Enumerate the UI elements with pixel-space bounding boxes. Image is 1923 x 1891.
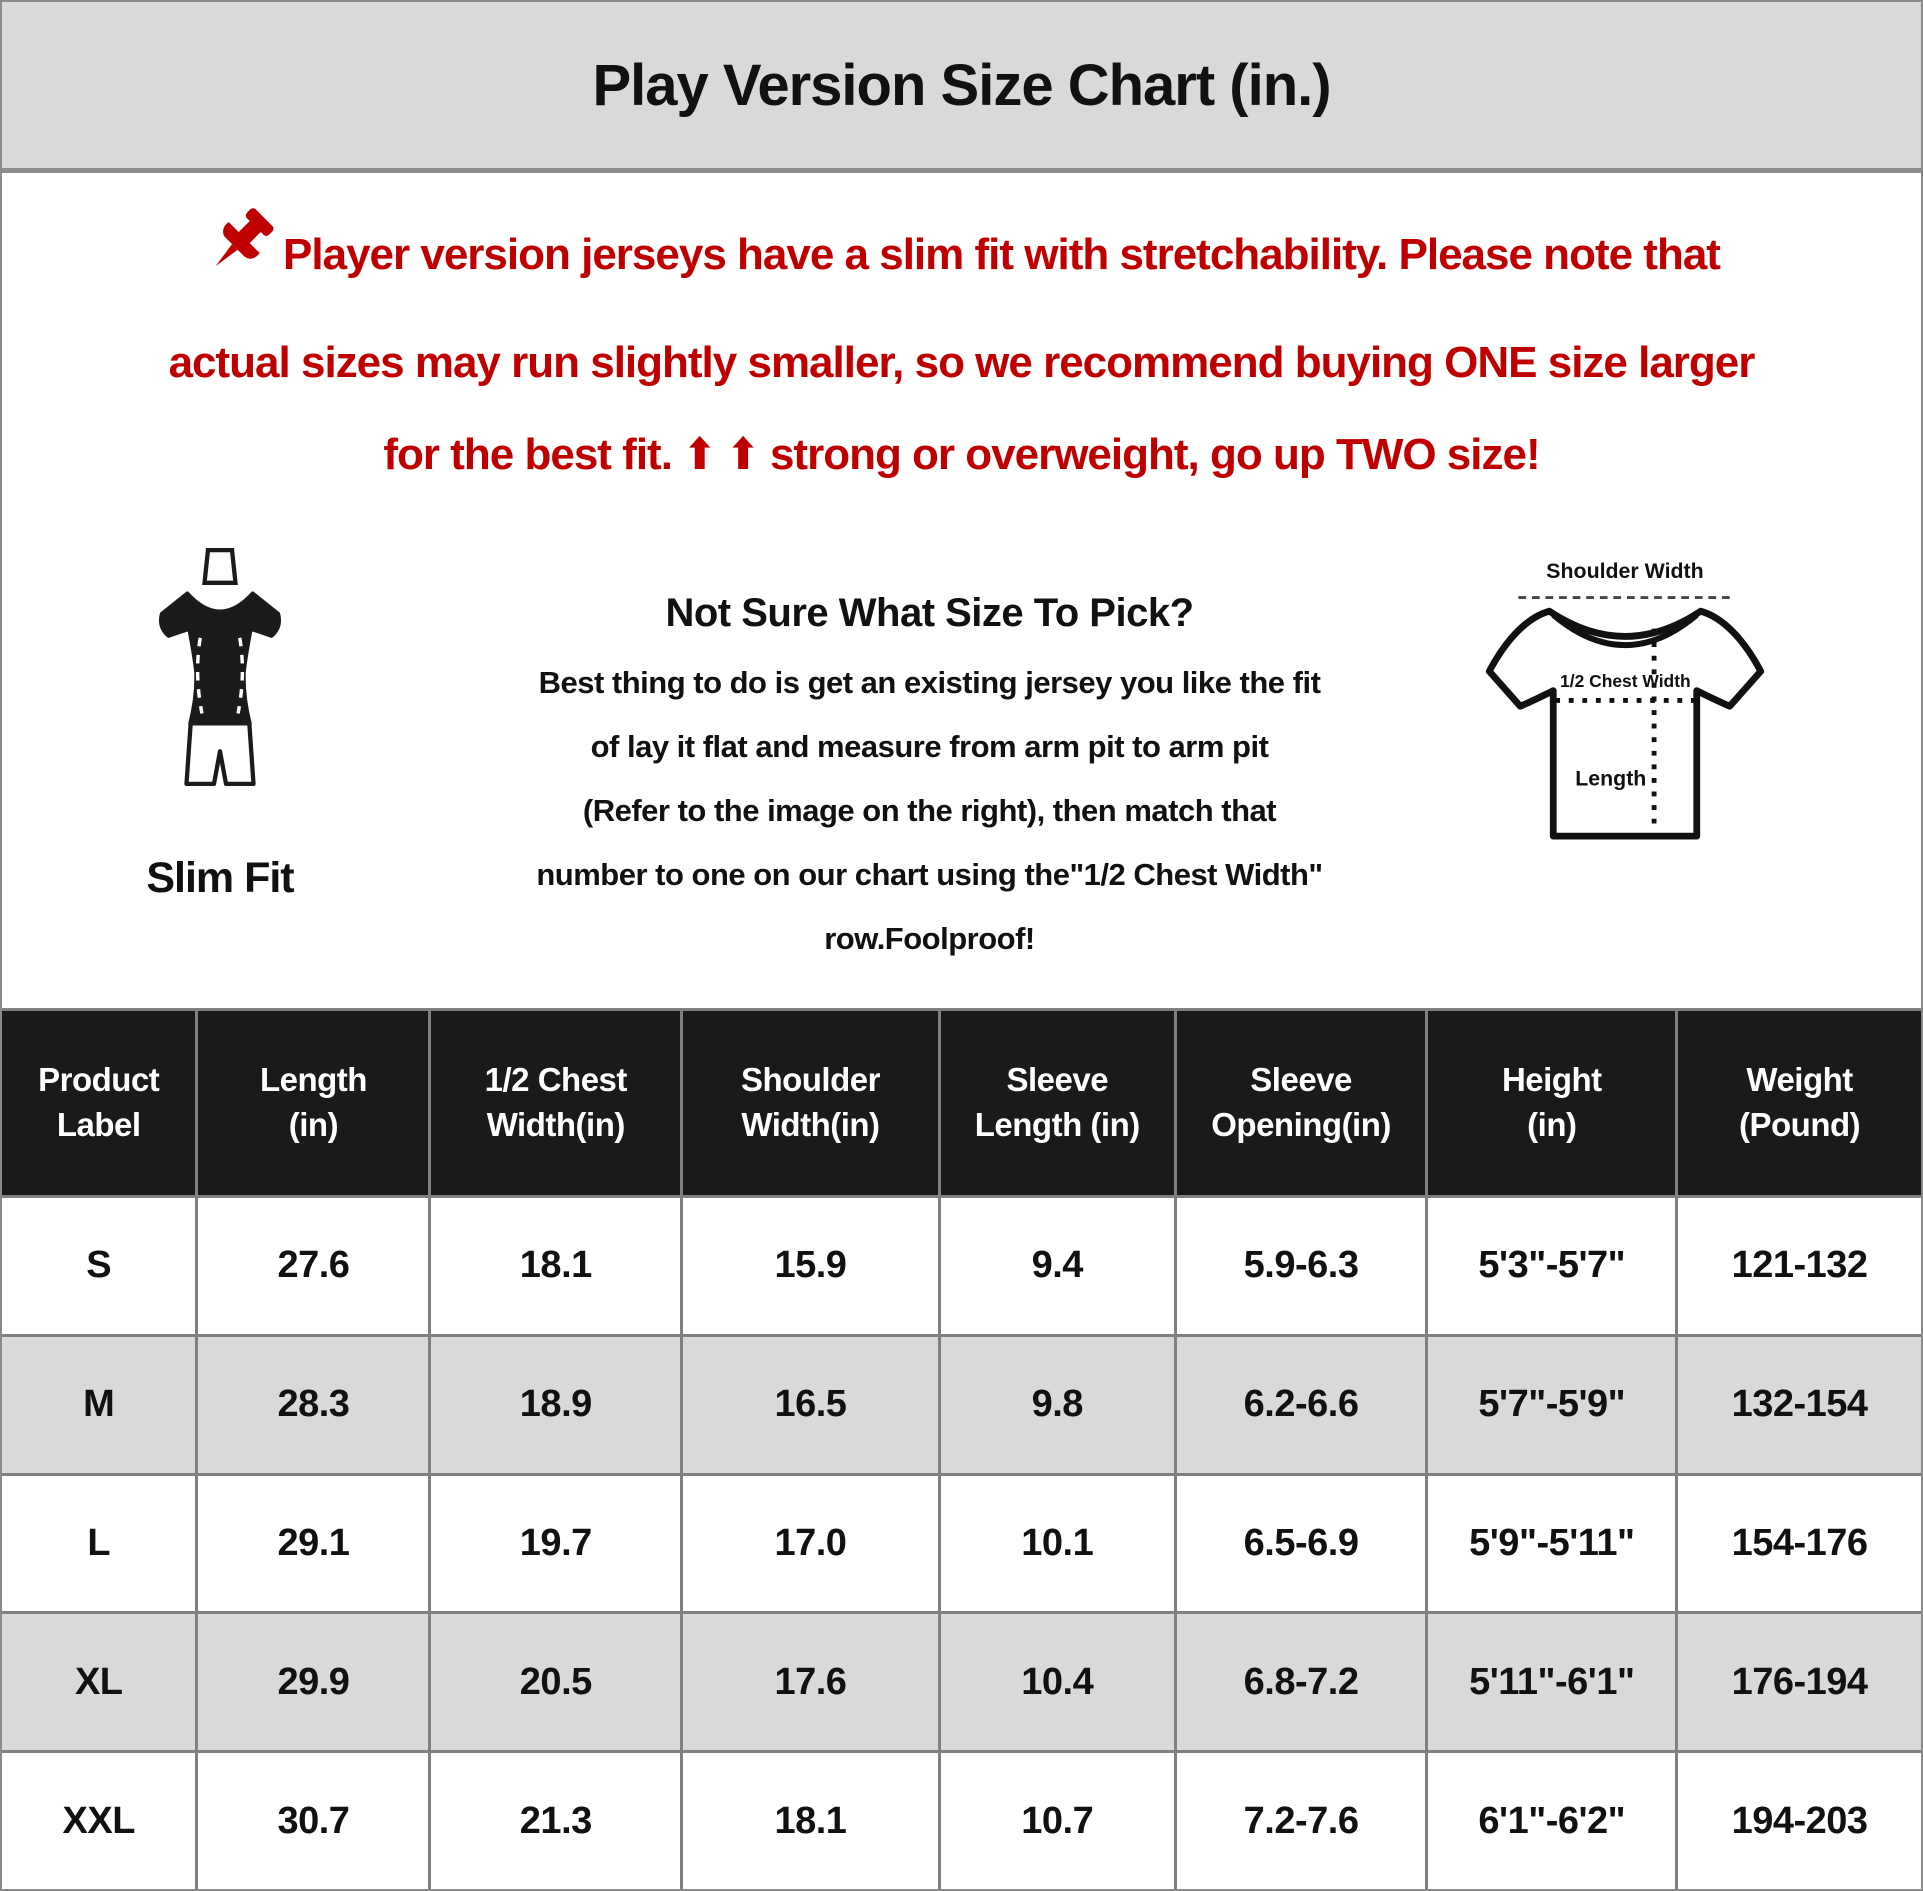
col-header-weight: Weight (Pound) [1678, 1011, 1921, 1195]
table-cell: 6.2-6.6 [1176, 1336, 1426, 1473]
guide-body-line: of lay it flat and measure from arm pit … [590, 729, 1269, 764]
table-cell: 17.6 [683, 1614, 938, 1751]
table-cell: 18.9 [431, 1336, 681, 1473]
size-label-s: S [2, 1198, 196, 1334]
table-cell: 10.1 [940, 1475, 1174, 1612]
table-cell: 5'11"-6'1" [1428, 1614, 1676, 1751]
table-cell: 28.3 [198, 1336, 429, 1473]
size-label-l: L [2, 1475, 196, 1612]
col-header-height: Height (in) [1428, 1011, 1676, 1195]
table-cell: 18.1 [431, 1198, 681, 1334]
table-cell: 5'7"-5'9" [1428, 1336, 1676, 1473]
col-header-sleeve-opening: Sleeve Opening(in) [1176, 1011, 1426, 1195]
table-cell: 19.7 [431, 1475, 681, 1612]
col-header-product-label: Product Label [2, 1011, 196, 1195]
table-cell: 121-132 [1678, 1198, 1921, 1334]
guide-body-line: number to one on our chart using the"1/2… [536, 857, 1323, 892]
guide-text: Not Sure What Size To Pick? Best thing t… [422, 591, 1437, 971]
guide-body: Best thing to do is get an existing jers… [422, 651, 1437, 971]
table-cell: 30.7 [198, 1753, 429, 1889]
guide-body-line: (Refer to the image on the right), then … [582, 793, 1277, 828]
col-header-shoulder-width: Shoulder Width(in) [683, 1011, 938, 1195]
table-cell: 10.7 [940, 1753, 1174, 1889]
tshirt-measure-figure: Shoulder Width 1/2 Chest Width Length [1460, 553, 1790, 878]
table-cell: 16.5 [683, 1336, 938, 1473]
table-cell: 6'1"-6'2" [1428, 1753, 1676, 1889]
table-cell: 132-154 [1678, 1336, 1921, 1473]
slim-fit-figure: Slim Fit [120, 545, 320, 903]
col-header-length: Length (in) [198, 1011, 429, 1195]
table-cell: 5'3"-5'7" [1428, 1198, 1676, 1334]
table-cell: 17.0 [683, 1475, 938, 1612]
fit-label: Slim Fit [146, 854, 294, 902]
notice-text-2: actual sizes may run slightly smaller, s… [168, 338, 1756, 387]
table-cell: 29.1 [198, 1475, 429, 1612]
table-cell: 18.1 [683, 1753, 938, 1889]
size-label-xxl: XXL [2, 1753, 196, 1889]
table-cell: 6.5-6.9 [1176, 1475, 1426, 1612]
tshirt-measure-diagram-icon: Shoulder Width 1/2 Chest Width Length [1485, 559, 1765, 840]
table-cell: 176-194 [1678, 1614, 1921, 1751]
guide-section: Slim Fit Not Sure What Size To Pick? Bes… [2, 515, 1921, 1006]
table-cell: 10.4 [940, 1614, 1174, 1751]
table-cell: 194-203 [1678, 1753, 1921, 1889]
guide-body-line: row.Foolproof! [824, 921, 1035, 956]
size-table: Product Label Length (in) 1/2 Chest Width(i… [2, 1008, 1921, 1889]
table-cell: 15.9 [683, 1198, 938, 1334]
notice-text-3: for the best fit. ⬆ ⬆ strong or overweig… [383, 430, 1540, 479]
length-label: Length [1575, 767, 1646, 791]
size-label-m: M [2, 1336, 196, 1473]
fit-notice: Player version jerseys have a slim fit w… [2, 173, 1921, 515]
slim-fit-jersey-icon [158, 548, 282, 787]
size-label-xl: XL [2, 1614, 196, 1751]
shoulder-width-label: Shoulder Width [1546, 559, 1703, 583]
notice-line-1: Player version jerseys have a slim fit w… [2, 207, 1921, 317]
table-cell: 21.3 [431, 1753, 681, 1889]
notice-line-2: actual sizes may run slightly smaller, s… [2, 317, 1921, 409]
page-title: Play Version Size Chart (in.) [592, 52, 1331, 118]
table-cell: 9.4 [940, 1198, 1174, 1334]
guide-heading: Not Sure What Size To Pick? [665, 591, 1194, 635]
table-cell: 6.8-7.2 [1176, 1614, 1426, 1751]
table-cell: 5'9"-5'11" [1428, 1475, 1676, 1612]
pushpin-icon [203, 207, 281, 317]
guide-body-line: Best thing to do is get an existing jers… [538, 665, 1321, 700]
col-header-sleeve-length: Sleeve Length (in) [940, 1011, 1174, 1195]
half-chest-width-label: 1/2 Chest Width [1560, 671, 1691, 691]
table-cell: 154-176 [1678, 1475, 1921, 1612]
table-cell: 20.5 [431, 1614, 681, 1751]
table-cell: 29.9 [198, 1614, 429, 1751]
table-cell: 7.2-7.6 [1176, 1753, 1426, 1889]
notice-text-1: Player version jerseys have a slim fit w… [283, 230, 1721, 279]
col-header-half-chest-width: 1/2 Chest Width(in) [431, 1011, 681, 1195]
table-cell: 9.8 [940, 1336, 1174, 1473]
table-cell: 27.6 [198, 1198, 429, 1334]
notice-line-3: for the best fit. ⬆ ⬆ strong or overweig… [2, 409, 1921, 501]
table-cell: 5.9-6.3 [1176, 1198, 1426, 1334]
title-bar: Play Version Size Chart (in.) [2, 2, 1921, 173]
